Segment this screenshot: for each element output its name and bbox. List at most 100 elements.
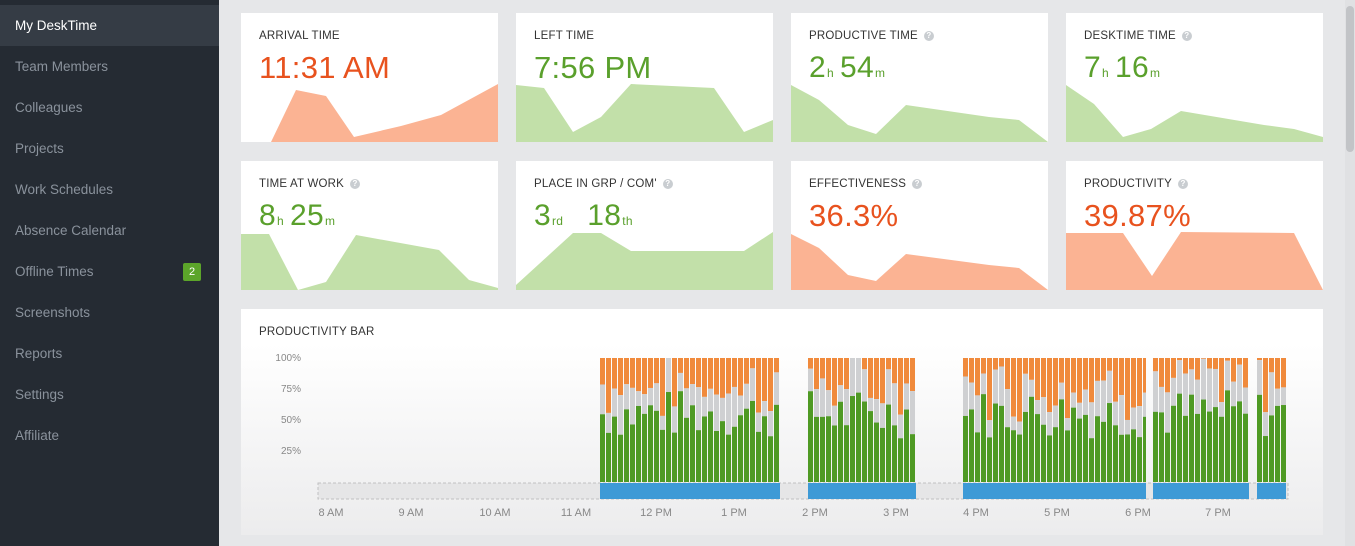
- sidebar-item-work-schedules[interactable]: Work Schedules: [0, 169, 219, 210]
- chart-background: [241, 344, 1323, 535]
- activity-bar-segment: [1053, 358, 1058, 406]
- activity-bar-segment: [642, 394, 647, 414]
- left-time-card: LEFT TIME 7:56 PM: [516, 13, 773, 142]
- sidebar-item-projects[interactable]: Projects: [0, 128, 219, 169]
- timeline-active-segment[interactable]: [963, 483, 1146, 499]
- activity-bar-segment: [993, 358, 998, 370]
- activity-bar-segment: [756, 431, 761, 482]
- activity-bar-segment: [1281, 405, 1286, 482]
- x-label-11am: 11 AM: [561, 507, 591, 519]
- activity-bar-segment: [708, 411, 713, 482]
- help-icon[interactable]: ?: [912, 179, 923, 189]
- activity-bar-segment: [1041, 397, 1046, 425]
- activity-bar-segment: [814, 416, 819, 482]
- sidebar-item-colleagues[interactable]: Colleagues: [0, 87, 219, 128]
- activity-bar-segment: [654, 410, 659, 482]
- x-label-10am: 10 AM: [479, 507, 510, 519]
- activity-bar-segment: [1023, 358, 1028, 374]
- sidebar-item-label: Team Members: [15, 59, 109, 74]
- activity-bar-segment: [874, 399, 879, 423]
- activity-bar-segment: [672, 432, 677, 482]
- activity-bar-segment: [702, 358, 707, 397]
- activity-bar-segment: [1207, 411, 1212, 482]
- help-icon[interactable]: ?: [1178, 179, 1189, 189]
- desktime-time-card: DESKTIME TIME? 7h 16m: [1066, 13, 1323, 142]
- activity-bar-segment: [987, 437, 992, 482]
- sidebar-item-my-desktime[interactable]: My DeskTime: [0, 5, 219, 46]
- activity-bar-segment: [1113, 401, 1118, 426]
- activity-bar-segment: [618, 434, 623, 482]
- activity-bar-segment: [750, 368, 755, 401]
- activity-bar-segment: [612, 388, 617, 417]
- activity-bar-segment: [838, 401, 843, 482]
- activity-bar-segment: [1053, 427, 1058, 482]
- sidebar-item-reports[interactable]: Reports: [0, 333, 219, 374]
- activity-bar-segment: [1275, 388, 1280, 406]
- sidebar-item-affiliate[interactable]: Affiliate: [0, 415, 219, 456]
- activity-bar-segment: [1059, 399, 1064, 482]
- activity-bar-segment: [678, 372, 683, 392]
- activity-bar-segment: [868, 358, 873, 398]
- activity-bar-segment: [1237, 364, 1242, 402]
- activity-bar-segment: [826, 358, 831, 391]
- activity-bar-segment: [814, 389, 819, 417]
- help-icon[interactable]: ?: [662, 179, 673, 189]
- activity-bar-segment: [1041, 424, 1046, 482]
- activity-bar-segment: [1065, 430, 1070, 482]
- activity-bar-segment: [1125, 358, 1130, 420]
- activity-bar-segment: [1257, 394, 1262, 482]
- help-icon[interactable]: ?: [350, 179, 361, 189]
- activity-bar-segment: [1119, 358, 1124, 396]
- time-at-work-sparkline: [241, 234, 498, 290]
- activity-bar-segment: [1183, 415, 1188, 482]
- timeline-active-segment[interactable]: [1153, 483, 1249, 499]
- activity-bar-segment: [1107, 358, 1112, 371]
- activity-bar-segment: [624, 358, 629, 385]
- activity-bar-segment: [1053, 405, 1058, 428]
- activity-bar-segment: [1263, 436, 1268, 482]
- activity-bar-segment: [1189, 369, 1194, 395]
- sidebar-item-settings[interactable]: Settings: [0, 374, 219, 415]
- activity-bar-segment: [1137, 437, 1142, 482]
- activity-bar-segment: [844, 425, 849, 482]
- place-sparkline: [516, 232, 773, 290]
- sidebar-item-absence-calendar[interactable]: Absence Calendar: [0, 210, 219, 251]
- sidebar-item-team-members[interactable]: Team Members: [0, 46, 219, 87]
- activity-bar-segment: [1225, 360, 1230, 391]
- card-title: PRODUCTIVITY?: [1084, 178, 1189, 190]
- sidebar-item-screenshots[interactable]: Screenshots: [0, 292, 219, 333]
- activity-bar-segment: [1281, 387, 1286, 406]
- activity-bar-segment: [1137, 406, 1142, 438]
- activity-bar-segment: [886, 404, 891, 482]
- activity-bar-segment: [1077, 402, 1082, 419]
- activity-bar-segment: [874, 358, 879, 400]
- activity-bar-segment: [868, 397, 873, 412]
- timeline-active-segment[interactable]: [1257, 483, 1286, 499]
- arrival-time-card: ARRIVAL TIME 11:31 AM: [241, 13, 498, 142]
- activity-bar-segment: [1195, 413, 1200, 482]
- activity-bar-segment: [1269, 372, 1274, 416]
- activity-bar-segment: [738, 415, 743, 482]
- activity-bar-segment: [820, 358, 825, 379]
- activity-bar-segment: [1125, 419, 1130, 435]
- activity-bar-segment: [981, 394, 986, 482]
- help-icon[interactable]: ?: [923, 31, 934, 41]
- timeline-active-segment[interactable]: [600, 483, 780, 499]
- activity-bar-segment: [690, 405, 695, 482]
- activity-bar-segment: [1131, 429, 1136, 482]
- scrollbar[interactable]: [1345, 0, 1355, 546]
- timeline-active-segment[interactable]: [808, 483, 916, 499]
- activity-bar-segment: [1231, 381, 1236, 407]
- left-time-value: 7:56 PM: [534, 50, 652, 85]
- sidebar-item-label: Work Schedules: [15, 182, 114, 197]
- left-time-sparkline: [516, 84, 773, 142]
- card-title-text: DESKTIME TIME: [1084, 30, 1176, 42]
- activity-bar-segment: [808, 358, 813, 369]
- activity-bar-segment: [684, 417, 689, 482]
- scroll-thumb[interactable]: [1346, 6, 1354, 152]
- sidebar-item-offline-times[interactable]: Offline Times 2: [0, 251, 219, 292]
- activity-bar-segment: [856, 358, 861, 393]
- help-icon[interactable]: ?: [1181, 31, 1192, 41]
- activity-bar-segment: [838, 358, 843, 386]
- activity-bar-segment: [1201, 358, 1206, 359]
